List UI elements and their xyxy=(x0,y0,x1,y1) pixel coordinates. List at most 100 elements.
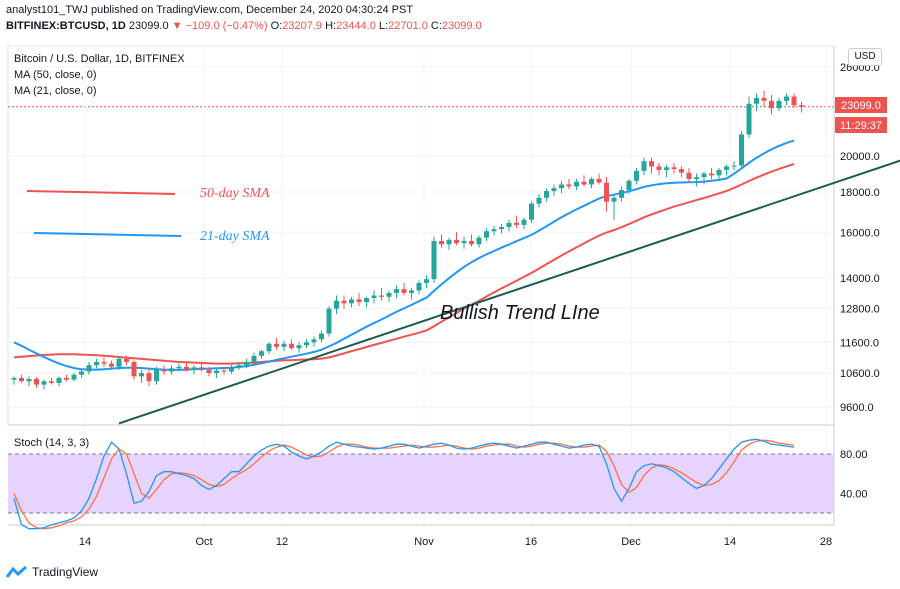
candle-body xyxy=(311,339,317,343)
stoch-tick-label: 80.00 xyxy=(840,449,868,461)
candle-body xyxy=(701,173,707,178)
candle-body xyxy=(364,298,369,303)
candle-body xyxy=(626,180,632,191)
candle-body xyxy=(694,177,699,179)
candle-body xyxy=(724,166,729,170)
time-tick-label: 28 xyxy=(820,536,832,548)
candle-body xyxy=(491,229,497,232)
last-price: 23099.0 xyxy=(128,20,169,32)
candle-body xyxy=(131,362,137,377)
candle-body xyxy=(11,377,17,380)
price-tick-label: 14000.0 xyxy=(840,273,880,285)
candle-body xyxy=(746,103,752,135)
sma50-annotation: 50-day SMA xyxy=(200,186,270,201)
symbol-label: BITFINEX:BTCUSD, 1D xyxy=(6,20,126,32)
countdown-tag-text: 11:29:37 xyxy=(840,120,882,132)
candle-body xyxy=(289,343,294,349)
candle-body xyxy=(671,167,677,170)
candle-body xyxy=(94,362,99,366)
candle-body xyxy=(716,169,722,176)
candle-body xyxy=(116,358,122,367)
candle-body xyxy=(161,369,167,372)
candle-body xyxy=(476,237,482,245)
candle-body xyxy=(596,178,602,183)
time-tick-label: 16 xyxy=(525,536,537,548)
stochastic-pane xyxy=(8,438,834,530)
candle-body xyxy=(784,96,789,101)
tradingview-brand: TradingView xyxy=(32,565,99,579)
candle-body xyxy=(484,231,489,238)
candle-body xyxy=(416,282,422,291)
candle-body xyxy=(214,370,219,374)
candle-body xyxy=(139,373,144,377)
bullish-trend-line xyxy=(118,159,900,425)
last-price-tag-text: 23099.0 xyxy=(841,100,881,112)
candle-body xyxy=(461,240,467,244)
candle-body xyxy=(41,381,47,385)
candle-body xyxy=(604,182,609,202)
high-value: 23444.0 xyxy=(336,20,376,32)
sma21-annotation: 21-day SMA xyxy=(200,229,270,244)
currency-button[interactable]: USD xyxy=(848,48,882,66)
candle-body xyxy=(731,165,737,167)
candle-body xyxy=(19,377,24,382)
candle-body xyxy=(281,343,287,347)
stoch-tick-label: 40.00 xyxy=(840,488,868,500)
candle-body xyxy=(206,369,212,374)
candle-body xyxy=(679,169,684,173)
candle-body xyxy=(791,96,797,106)
candle-body xyxy=(566,184,572,187)
open-value: 23207.9 xyxy=(282,20,323,32)
moving-averages xyxy=(13,139,795,371)
price-change: ▼ −109.0 (−0.47%) xyxy=(171,20,268,32)
publish-line: analyst101_TWJ published on TradingView.… xyxy=(6,4,414,16)
candle-body xyxy=(79,371,84,375)
price-tick-label: 16000.0 xyxy=(840,227,880,239)
candle-body xyxy=(176,366,182,369)
candle-body xyxy=(619,190,624,198)
stoch-k-line xyxy=(13,438,795,530)
time-tick-label: Oct xyxy=(195,536,212,548)
candle-body xyxy=(191,367,197,370)
candle-body xyxy=(739,134,744,166)
tradingview-logo[interactable]: TradingView xyxy=(6,565,98,579)
candle-body xyxy=(34,378,39,385)
candle-body xyxy=(536,197,542,204)
stoch-band xyxy=(8,454,834,513)
candle-body xyxy=(236,365,242,368)
candle-body xyxy=(349,299,354,304)
candle-body xyxy=(634,170,639,181)
candle-body xyxy=(154,369,159,382)
time-tick-label: 12 xyxy=(276,536,288,548)
high-label: H: xyxy=(325,20,337,32)
candle-body xyxy=(521,219,527,225)
candle-body xyxy=(589,178,594,185)
candle-body xyxy=(199,367,204,370)
candle-body xyxy=(424,279,429,283)
trendline-annotation: Bullish Trend LIne xyxy=(440,302,600,324)
candlesticks xyxy=(11,90,804,390)
candle-body xyxy=(454,239,459,244)
candle-body xyxy=(124,358,129,363)
candle-body xyxy=(439,240,444,245)
candle-body xyxy=(574,181,579,187)
candle-body xyxy=(581,181,587,185)
candle-body xyxy=(274,343,279,347)
candle-body xyxy=(799,105,804,107)
candle-body xyxy=(611,197,617,202)
candle-body xyxy=(431,240,437,280)
ma50-line xyxy=(13,163,795,365)
candle-body xyxy=(296,345,302,349)
candle-body xyxy=(371,295,377,299)
candle-body xyxy=(356,299,362,303)
price-tick-label: 12800.0 xyxy=(840,304,880,316)
candle-body xyxy=(551,188,557,192)
candle-body xyxy=(379,295,384,297)
low-value: 22701.0 xyxy=(388,20,428,32)
candle-body xyxy=(86,365,92,372)
price-tick-label: 10600.0 xyxy=(840,368,880,380)
candle-body xyxy=(326,308,332,334)
candle-body xyxy=(499,227,504,230)
sma50-legend-line xyxy=(26,190,176,195)
